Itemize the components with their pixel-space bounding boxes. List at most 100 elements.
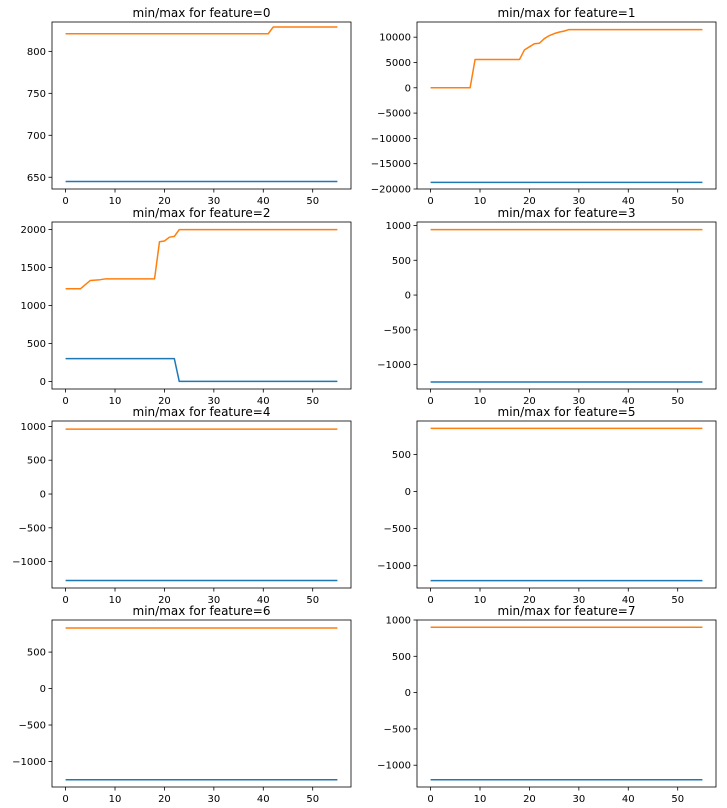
x-tick-label: 0	[427, 595, 433, 606]
x-tick-label: 20	[158, 595, 171, 606]
x-tick-label: 0	[62, 794, 68, 805]
y-tick-label: −500	[19, 721, 46, 732]
x-tick-label: 50	[671, 396, 684, 407]
x-tick-label: 0	[62, 396, 68, 407]
y-tick-label: 0	[405, 291, 411, 302]
series-line-max	[65, 26, 338, 35]
series-line-max	[65, 228, 338, 290]
y-tick-label: 0	[40, 490, 46, 501]
subplot-feature-1: min/max for feature=1 0 10 20 30 40 50 −20000 −1…	[371, 6, 717, 207]
subplot-feature-3: min/max for feature=3 0 10 20 30 40 50 −1000 −50…	[377, 206, 717, 407]
x-tick-label: 0	[427, 196, 433, 207]
x-tick-label: 40	[622, 595, 635, 606]
y-tick-label: 1000	[21, 301, 46, 312]
x-tick-label: 30	[572, 396, 585, 407]
y-tick-label: −1000	[377, 561, 411, 572]
axes-frame	[416, 619, 717, 788]
x-tick-label: 20	[523, 196, 536, 207]
subplot-title: min/max for feature=5	[498, 405, 636, 419]
y-tick-label: −20000	[371, 185, 411, 196]
axes-frame	[416, 21, 717, 190]
subplot-title: min/max for feature=2	[133, 206, 271, 220]
x-tick-label: 10	[474, 396, 487, 407]
x-tick-label: 50	[671, 196, 684, 207]
y-tick-label: 0	[405, 487, 411, 498]
x-tick-label: 50	[671, 595, 684, 606]
x-tick-label: 30	[207, 196, 220, 207]
x-tick-label: 30	[572, 794, 585, 805]
x-tick-label: 0	[427, 396, 433, 407]
y-tick-label: 700	[27, 131, 46, 142]
subplot-title: min/max for feature=7	[498, 604, 636, 618]
x-tick-label: 20	[158, 196, 171, 207]
y-tick-label: 650	[27, 173, 46, 184]
x-tick-label: 40	[622, 396, 635, 407]
y-tick-label: 500	[27, 456, 46, 467]
subplot-title: min/max for feature=3	[498, 206, 636, 220]
y-tick-label: −15000	[371, 159, 411, 170]
y-tick-label: 800	[27, 47, 46, 58]
x-tick-label: 20	[158, 794, 171, 805]
y-tick-label: 500	[392, 652, 411, 663]
y-tick-label: 500	[27, 339, 46, 350]
x-tick-label: 30	[207, 794, 220, 805]
y-tick-label: −10000	[371, 134, 411, 145]
subplot-title: min/max for feature=4	[133, 405, 271, 419]
y-tick-label: −1000	[377, 761, 411, 772]
x-tick-label: 40	[622, 794, 635, 805]
axes-frame	[51, 21, 352, 190]
x-tick-label: 20	[523, 396, 536, 407]
y-tick-label: 0	[40, 684, 46, 695]
y-tick-label: 10000	[379, 33, 411, 44]
series-line-max	[430, 28, 703, 89]
x-tick-label: 0	[427, 794, 433, 805]
x-tick-label: 0	[62, 595, 68, 606]
x-tick-label: 10	[474, 595, 487, 606]
subplot-feature-6: min/max for feature=6 0 10 20 30 40 50 −1000 −50…	[12, 604, 352, 805]
y-tick-label: 500	[392, 256, 411, 267]
y-tick-label: 0	[405, 688, 411, 699]
x-tick-label: 20	[523, 595, 536, 606]
y-tick-label: −500	[384, 524, 411, 535]
y-tick-label: 5000	[386, 58, 411, 69]
y-tick-label: 0	[405, 83, 411, 94]
axes-frame	[416, 221, 717, 390]
subplot-title: min/max for feature=0	[133, 6, 271, 20]
axes-frame	[51, 619, 352, 788]
x-tick-label: 20	[523, 794, 536, 805]
x-tick-label: 20	[158, 396, 171, 407]
series-line-min	[65, 357, 338, 383]
x-tick-label: 50	[306, 396, 319, 407]
axes-frame	[51, 221, 352, 390]
axes-frame	[51, 420, 352, 589]
y-tick-label: −1000	[12, 557, 46, 568]
subplot-title: min/max for feature=1	[498, 6, 636, 20]
subplot-feature-7: min/max for feature=7 0 10 20 30 40 50 −1000 −50…	[377, 604, 717, 805]
y-tick-label: −5000	[377, 109, 411, 120]
x-tick-label: 10	[109, 595, 122, 606]
x-tick-label: 40	[257, 196, 270, 207]
y-tick-label: 1000	[386, 616, 411, 627]
x-tick-label: 30	[207, 396, 220, 407]
y-tick-label: −500	[384, 325, 411, 336]
x-tick-label: 10	[109, 196, 122, 207]
x-tick-label: 10	[109, 396, 122, 407]
y-tick-label: 500	[392, 450, 411, 461]
y-tick-label: 2000	[21, 225, 46, 236]
x-tick-label: 50	[671, 794, 684, 805]
x-tick-label: 0	[62, 196, 68, 207]
x-tick-label: 50	[306, 595, 319, 606]
x-tick-label: 10	[109, 794, 122, 805]
y-tick-label: 0	[40, 377, 46, 388]
y-tick-label: 750	[27, 89, 46, 100]
subplot-feature-2: min/max for feature=20 10 20 30 40 5005001000…	[21, 206, 352, 407]
axes-frame	[416, 420, 717, 589]
y-tick-label: −1000	[377, 360, 411, 371]
y-tick-label: −500	[384, 724, 411, 735]
x-tick-label: 40	[257, 396, 270, 407]
subplot-title: min/max for feature=6	[133, 604, 271, 618]
x-tick-label: 50	[306, 196, 319, 207]
y-tick-label: 1500	[21, 263, 46, 274]
x-tick-label: 30	[572, 196, 585, 207]
